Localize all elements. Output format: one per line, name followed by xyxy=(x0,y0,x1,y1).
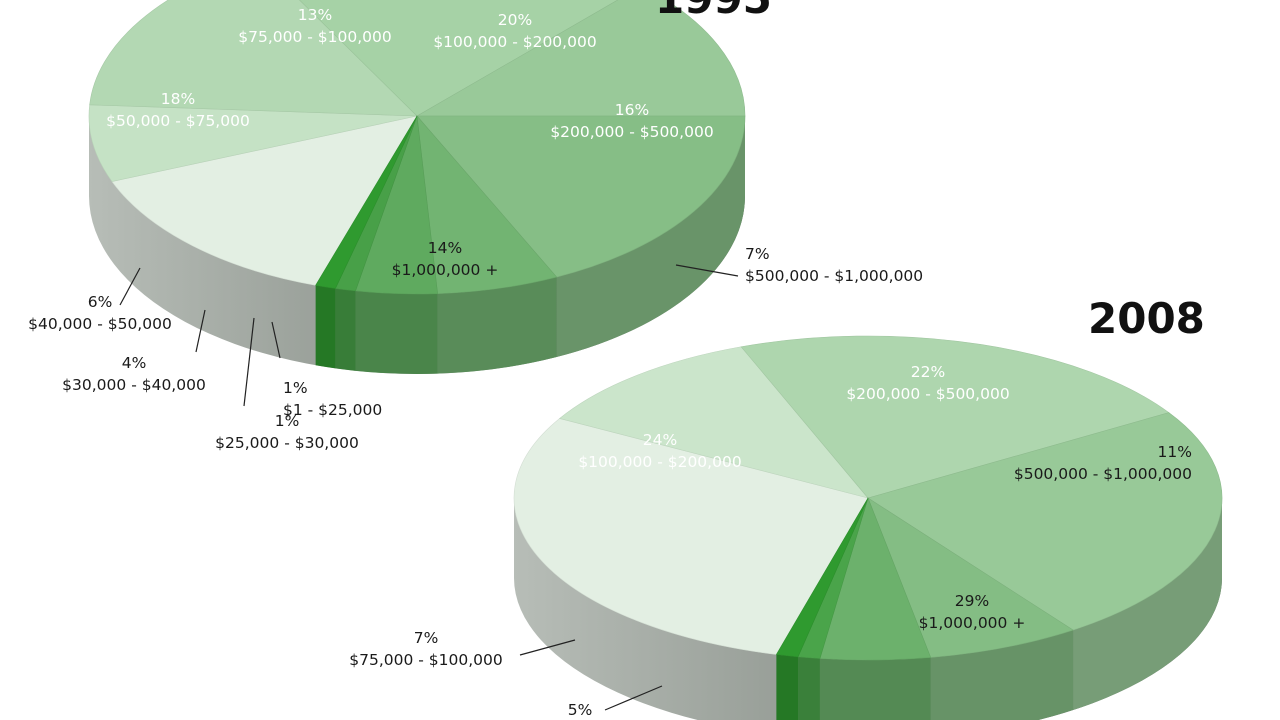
slice-pct: 1% xyxy=(283,379,308,397)
pie-side-strip-5 xyxy=(819,657,931,720)
pie-slice-3 xyxy=(867,412,1223,631)
pie-slice-4 xyxy=(415,0,746,117)
pie-side-strip-5 xyxy=(556,116,745,358)
slice-pct: 1% xyxy=(275,412,300,430)
pie-side-strip-7 xyxy=(776,654,799,720)
slice-pct: 7% xyxy=(414,629,439,647)
pie-side-strip-6 xyxy=(437,277,557,374)
pie-side-strip-6 xyxy=(798,656,820,720)
chart-title-2008: 2008 xyxy=(1088,294,1205,343)
pie-slice-6 xyxy=(416,115,558,294)
slice-label-0: 14% $1,000,000 + xyxy=(392,239,499,279)
slice-range: $30,000 - $40,000 xyxy=(62,376,206,394)
slice-range: $75,000 - $100,000 xyxy=(238,28,392,46)
slice-label-1: 11% $500,000 - $1,000,000 xyxy=(1014,443,1192,483)
slice-label-5: 5% xyxy=(568,701,593,719)
pie-slice-7 xyxy=(775,497,869,658)
slice-label-0: 29% $1,000,000 + xyxy=(919,592,1026,632)
pie-slice-3 xyxy=(299,0,619,117)
slice-pct: 14% xyxy=(428,239,462,257)
slice-pct: 29% xyxy=(955,592,989,610)
slice-range: $25,000 - $30,000 xyxy=(215,434,359,452)
pie-side-strip-9 xyxy=(315,285,336,369)
slice-label-5: 18% $50,000 - $75,000 xyxy=(106,90,250,130)
slice-pct: 11% xyxy=(1158,443,1192,461)
pie-side-strip-4 xyxy=(930,630,1074,720)
slice-range: $200,000 - $500,000 xyxy=(550,123,713,141)
slice-label-6: 6% $40,000 - $50,000 xyxy=(28,293,172,333)
pie-slice-9 xyxy=(315,115,418,289)
slice-range: $40,000 - $50,000 xyxy=(28,315,172,333)
pie-side-strip-3 xyxy=(1073,498,1222,711)
leader-line-9 xyxy=(271,321,281,359)
pie-slice-4 xyxy=(867,497,1074,658)
slice-pct: 13% xyxy=(298,6,332,24)
slice-pct: 18% xyxy=(161,90,195,108)
leader-line-4 xyxy=(519,639,576,656)
slice-pct: 20% xyxy=(498,11,532,29)
slice-range: $100,000 - $200,000 xyxy=(433,33,596,51)
slice-pct: 16% xyxy=(615,101,649,119)
slice-range: $1 - $25,000 xyxy=(283,401,382,419)
slice-pct: 4% xyxy=(122,354,147,372)
slice-label-4: 13% $75,000 - $100,000 xyxy=(238,6,392,46)
pie-slice-1 xyxy=(558,346,869,499)
pie-slice-5 xyxy=(416,115,746,278)
leader-line-5 xyxy=(604,685,663,711)
pie-slice-2 xyxy=(740,335,1170,499)
chart-title-1995: 1995 xyxy=(655,0,772,20)
slice-pct: 6% xyxy=(88,293,113,311)
slice-label-3: 20% $100,000 - $200,000 xyxy=(433,11,596,51)
slice-label-2: 22% $200,000 - $500,000 xyxy=(846,363,1009,403)
slice-range: $50,000 - $75,000 xyxy=(106,112,250,130)
pie-slice-1 xyxy=(88,104,418,182)
pie-slice-0 xyxy=(513,418,869,655)
leader-line-7 xyxy=(195,309,206,353)
slice-label-3: 24% $100,000 - $200,000 xyxy=(578,431,741,471)
slice-range: $1,000,000 + xyxy=(392,261,499,279)
pie-side-strip-8 xyxy=(335,288,356,371)
leader-line-8 xyxy=(243,317,255,407)
slice-range: $75,000 - $100,000 xyxy=(349,651,503,669)
slice-range: $1,000,000 + xyxy=(919,614,1026,632)
slice-pct: 22% xyxy=(911,363,945,381)
slice-range: $200,000 - $500,000 xyxy=(846,385,1009,403)
slice-label-9: 1% $1 - $25,000 xyxy=(283,379,382,419)
slice-pct: 5% xyxy=(568,701,593,719)
slice-label-2: 16% $200,000 - $500,000 xyxy=(550,101,713,141)
pie-1995: 14% $1,000,000 + 7% $500,000 - $1,000,000 16… xyxy=(28,0,923,452)
leader-line-6 xyxy=(119,267,141,306)
pie-2008: 29% $1,000,000 + 11% $500,000 - $1,000,000 2… xyxy=(349,335,1223,720)
slice-range: $500,000 - $1,000,000 xyxy=(1014,465,1192,483)
slice-label-1: 7% $500,000 - $1,000,000 xyxy=(745,245,923,285)
pie-slice-2 xyxy=(89,0,418,117)
slice-label-4: 7% $75,000 - $100,000 xyxy=(349,629,503,669)
slice-pct: 7% xyxy=(745,245,770,263)
pie-side-strip-7 xyxy=(355,290,438,374)
slice-label-7: 4% $30,000 - $40,000 xyxy=(62,354,206,394)
slice-label-8: 1% $25,000 - $30,000 xyxy=(215,412,359,452)
leader-line-1 xyxy=(675,264,739,277)
slice-range: $500,000 - $1,000,000 xyxy=(745,267,923,285)
slice-pct: 24% xyxy=(643,431,677,449)
slice-range: $100,000 - $200,000 xyxy=(578,453,741,471)
